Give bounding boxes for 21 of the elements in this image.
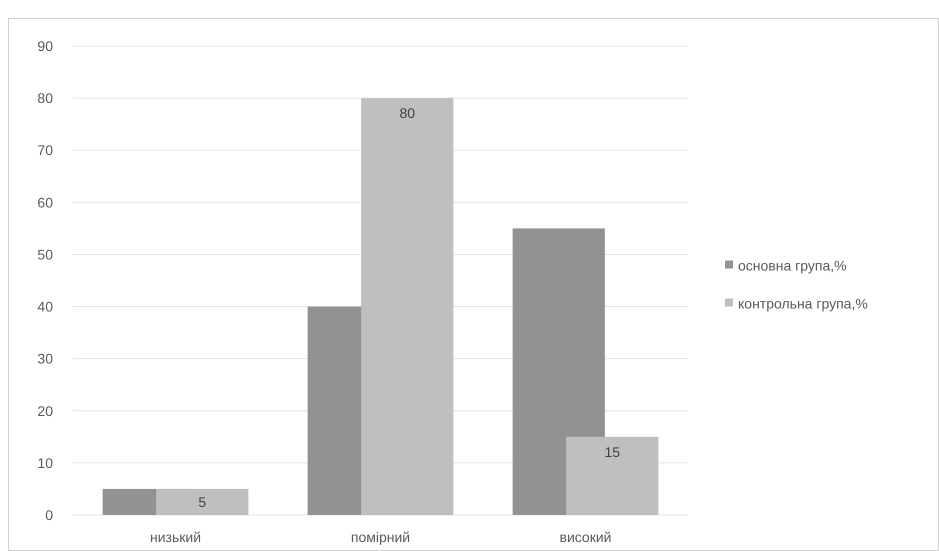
y-tick-label: 60 (37, 194, 54, 210)
y-tick-label: 50 (37, 246, 54, 262)
data-label: 80 (399, 105, 416, 122)
y-tick-label: 40 (37, 298, 54, 315)
data-label: 15 (604, 444, 620, 460)
y-tick-label: 90 (37, 38, 54, 54)
legend-label: контрольна група,% (738, 296, 868, 312)
x-tick-label: високий (560, 529, 612, 545)
bar (566, 436, 658, 515)
y-tick-label: 30 (37, 350, 54, 367)
y-tick-label: 20 (37, 402, 54, 419)
y-tick-label: 10 (37, 454, 54, 471)
y-tick-label: 70 (37, 142, 54, 158)
legend-label: основна група,% (738, 258, 847, 274)
x-tick-label: низький (150, 529, 202, 545)
x-tick-label: помірний (350, 529, 410, 545)
y-tick-label: 0 (45, 507, 54, 523)
y-tick-label: 80 (37, 90, 54, 106)
bar (156, 488, 248, 515)
data-label: 5 (198, 494, 206, 510)
bar (361, 98, 454, 515)
